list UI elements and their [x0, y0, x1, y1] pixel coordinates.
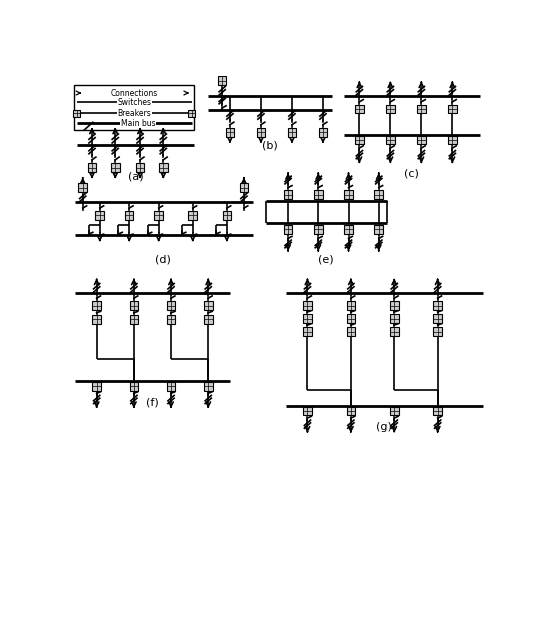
Bar — [314, 190, 322, 199]
Bar — [417, 136, 426, 144]
Bar — [448, 136, 456, 144]
Bar — [355, 105, 364, 113]
Bar — [355, 136, 364, 144]
Bar — [204, 382, 212, 391]
Text: (c): (c) — [404, 168, 419, 178]
Bar — [417, 105, 426, 113]
Bar — [386, 105, 395, 113]
Bar — [433, 301, 442, 310]
Bar — [130, 382, 138, 391]
Bar — [159, 164, 168, 172]
Bar — [303, 301, 312, 310]
Text: Breakers: Breakers — [117, 108, 151, 117]
Bar — [303, 314, 312, 323]
Bar — [136, 164, 144, 172]
Bar — [111, 164, 119, 172]
Bar — [346, 301, 355, 310]
Bar — [433, 328, 442, 336]
Bar — [167, 382, 175, 391]
Bar — [346, 314, 355, 323]
Bar — [130, 315, 138, 323]
Text: Main bus: Main bus — [121, 119, 156, 127]
Bar — [284, 190, 293, 199]
Bar — [390, 314, 399, 323]
Bar — [344, 225, 353, 233]
Bar — [96, 211, 104, 220]
Bar — [314, 225, 322, 233]
Text: Connections: Connections — [111, 89, 158, 98]
Bar — [346, 328, 355, 336]
Bar — [92, 315, 101, 323]
Bar — [79, 183, 87, 192]
Text: Switches: Switches — [117, 98, 151, 107]
Text: (g): (g) — [376, 422, 392, 432]
Bar — [284, 225, 293, 233]
Bar — [204, 315, 212, 323]
Bar — [257, 128, 265, 136]
Bar — [155, 211, 163, 220]
Bar — [218, 77, 227, 85]
Bar — [125, 211, 134, 220]
Bar — [433, 407, 442, 415]
Bar — [167, 301, 175, 310]
Bar — [204, 301, 212, 310]
Text: (d): (d) — [155, 254, 171, 264]
Bar — [92, 301, 101, 310]
Bar — [303, 328, 312, 336]
Bar — [448, 105, 456, 113]
Text: (e): (e) — [318, 254, 334, 264]
Bar — [433, 314, 442, 323]
Bar — [375, 225, 383, 233]
Bar — [73, 110, 80, 117]
Bar — [346, 407, 355, 415]
Bar — [226, 128, 234, 136]
Bar — [189, 211, 197, 220]
Bar — [92, 382, 101, 391]
Bar — [288, 128, 296, 136]
Bar — [240, 183, 248, 192]
Bar — [390, 301, 399, 310]
Text: (a): (a) — [128, 171, 144, 181]
Bar — [303, 407, 312, 415]
Bar — [223, 211, 231, 220]
Bar — [390, 328, 399, 336]
Bar — [74, 86, 194, 130]
Bar — [390, 407, 399, 415]
Bar — [318, 128, 327, 136]
Bar — [167, 315, 175, 323]
Bar — [88, 164, 96, 172]
Bar — [344, 190, 353, 199]
Bar — [130, 301, 138, 310]
Bar — [386, 136, 395, 144]
Text: (b): (b) — [262, 141, 278, 150]
Bar — [375, 190, 383, 199]
Bar — [189, 110, 195, 117]
Text: (f): (f) — [146, 398, 159, 408]
